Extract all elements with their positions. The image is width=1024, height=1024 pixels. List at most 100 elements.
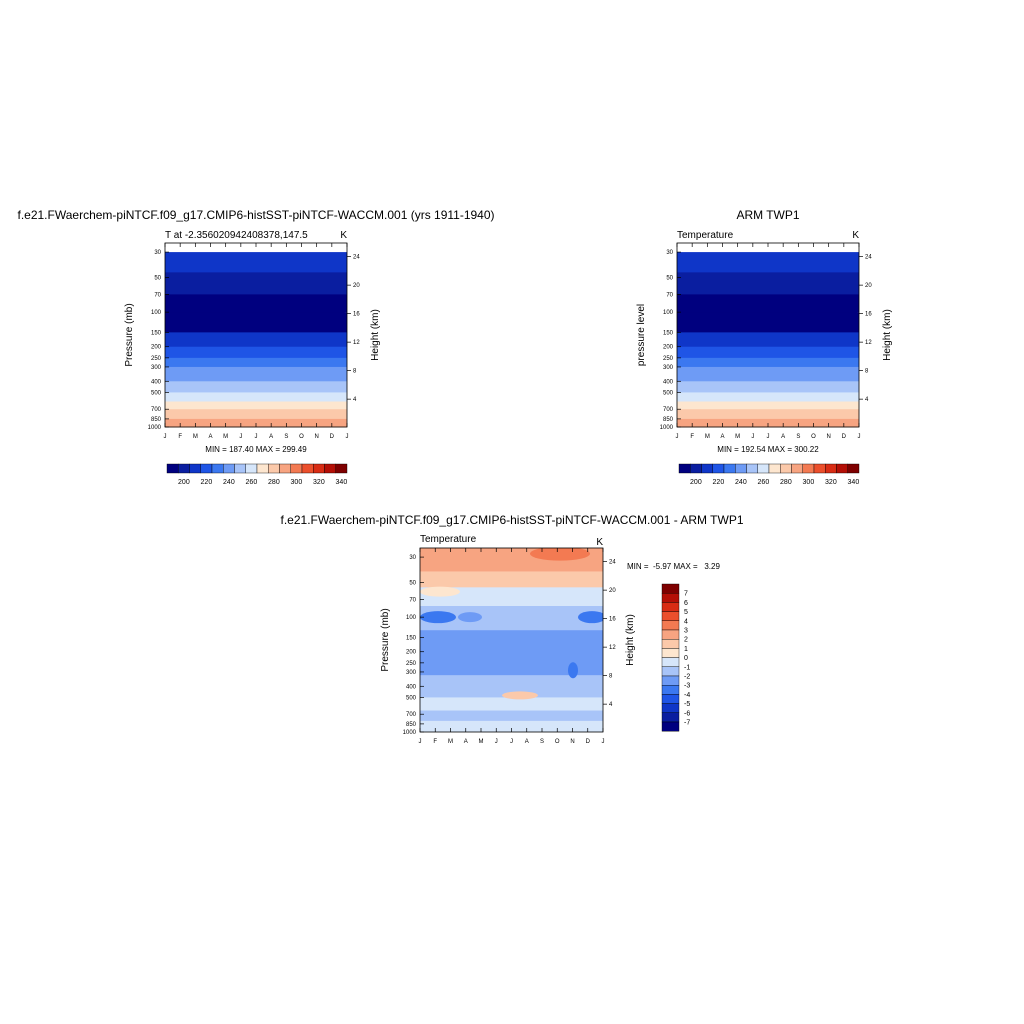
colorbar-label: 200 <box>690 479 702 486</box>
pressure-tick-label: 500 <box>406 695 417 701</box>
colorbar-label: 220 <box>713 479 725 486</box>
colorbar-label: 340 <box>848 479 860 486</box>
difference-y-axis-label: Pressure (mb) <box>380 608 391 671</box>
month-tick-label: J <box>510 739 513 745</box>
colorbar-label: 260 <box>246 479 258 486</box>
colorbar-label: -1 <box>684 664 690 671</box>
pressure-tick-label: 30 <box>666 250 673 256</box>
month-tick-label: O <box>299 434 304 440</box>
colorbar-swatch <box>234 463 246 474</box>
month-tick-label: M <box>735 434 740 440</box>
height-tick-label: 4 <box>353 397 357 403</box>
colorbar-swatch <box>200 463 213 474</box>
colorbar-swatch <box>661 593 680 603</box>
colorbar-swatch <box>245 463 258 474</box>
month-tick-label: M <box>193 434 198 440</box>
difference-y2-axis-label: Height (km) <box>625 614 636 666</box>
colorbar-label: -4 <box>684 692 690 699</box>
pressure-tick-label: 850 <box>406 722 417 728</box>
colorbar-label: -2 <box>684 674 690 681</box>
colorbar-swatch <box>678 463 691 474</box>
month-tick-label: A <box>464 739 468 745</box>
colorbar-label: 260 <box>758 479 770 486</box>
difference-patch <box>458 612 482 623</box>
difference-band <box>420 710 603 722</box>
temperature-band <box>677 332 859 348</box>
pressure-tick-label: 150 <box>663 330 674 336</box>
colorbar-swatch <box>825 463 837 474</box>
month-tick-label: M <box>223 434 228 440</box>
pressure-tick-label: 250 <box>406 661 417 667</box>
height-tick-label: 12 <box>353 340 360 346</box>
colorbar-swatch <box>661 648 680 658</box>
obs-min-max: MIN = 192.54 MAX = 300.22 <box>717 445 819 454</box>
temperature-band <box>165 401 347 410</box>
pressure-tick-label: 50 <box>666 276 673 282</box>
month-tick-label: J <box>495 739 498 745</box>
month-tick-label: J <box>255 434 258 440</box>
difference-band <box>420 720 603 732</box>
model-left-label: T at -2.356020942408378,147.5 <box>165 230 308 241</box>
height-tick-label: 16 <box>609 617 616 623</box>
colorbar-label: -3 <box>684 683 690 690</box>
temperature-band <box>165 252 347 273</box>
colorbar-swatch <box>661 629 680 640</box>
colorbar-swatch <box>802 463 815 474</box>
colorbar-swatch <box>768 463 781 474</box>
month-tick-label: N <box>314 434 318 440</box>
colorbar-swatch <box>661 694 680 704</box>
obs-temperature-plot: J F M A M J J A S O N D J 30 50 70 100 150 200 250 300 400 500… <box>636 230 893 486</box>
month-tick-label: O <box>811 434 816 440</box>
difference-plot: J F M A M J J A S O N D J305070100150200250300400500… <box>380 534 720 745</box>
colorbar-label: -7 <box>684 720 690 727</box>
colorbar-swatch <box>324 463 336 474</box>
model-contour-fill <box>165 252 347 428</box>
pressure-tick-label: 300 <box>663 365 674 371</box>
month-tick-label: J <box>239 434 242 440</box>
height-tick-label: 16 <box>865 312 872 318</box>
colorbar-swatch <box>268 463 280 474</box>
colorbar-swatch <box>661 611 680 621</box>
colorbar-swatch <box>166 463 179 474</box>
height-tick-label: 24 <box>609 560 616 566</box>
height-tick-label: 16 <box>353 312 360 318</box>
colorbar-swatch <box>211 463 224 474</box>
pressure-tick-label: 70 <box>154 292 161 298</box>
height-tick-label: 4 <box>609 702 613 708</box>
colorbar-swatch <box>701 463 713 474</box>
month-tick-label: D <box>330 434 335 440</box>
pressure-tick-label: 700 <box>663 407 674 413</box>
pressure-tick-label: 300 <box>151 365 162 371</box>
temperature-band <box>677 357 859 368</box>
month-tick-label: F <box>690 434 694 440</box>
height-tick-label: 8 <box>865 369 869 375</box>
pressure-tick-label: 200 <box>406 650 417 656</box>
month-tick-label: N <box>826 434 830 440</box>
temperature-band <box>677 366 859 382</box>
difference-band <box>420 697 603 712</box>
pressure-tick-label: 400 <box>406 684 417 690</box>
colorbar-swatch <box>780 463 792 474</box>
month-tick-label: A <box>208 434 212 440</box>
temperature-band <box>677 252 859 273</box>
difference-band <box>420 675 603 698</box>
obs-colorbar: 200 220 240 260 280 300 320 340 <box>678 463 860 486</box>
month-tick-label: J <box>164 434 167 440</box>
colorbar-swatch <box>723 463 736 474</box>
colorbar-label: 240 <box>223 479 235 486</box>
colorbar-label: -5 <box>684 701 690 708</box>
colorbar-swatch <box>813 463 826 474</box>
colorbar-label: 1 <box>684 646 688 653</box>
height-tick-label: 24 <box>353 255 360 261</box>
colorbar-swatch <box>661 639 680 649</box>
month-tick-label: J <box>602 739 605 745</box>
colorbar-swatch <box>690 463 702 474</box>
colorbar-label: 3 <box>684 628 688 635</box>
month-tick-label: J <box>419 739 422 745</box>
colorbar-swatch <box>746 463 758 474</box>
colorbar-swatch <box>661 721 680 732</box>
colorbar-swatch <box>661 712 680 723</box>
difference-patch <box>502 691 538 700</box>
colorbar-label: 4 <box>684 618 688 625</box>
